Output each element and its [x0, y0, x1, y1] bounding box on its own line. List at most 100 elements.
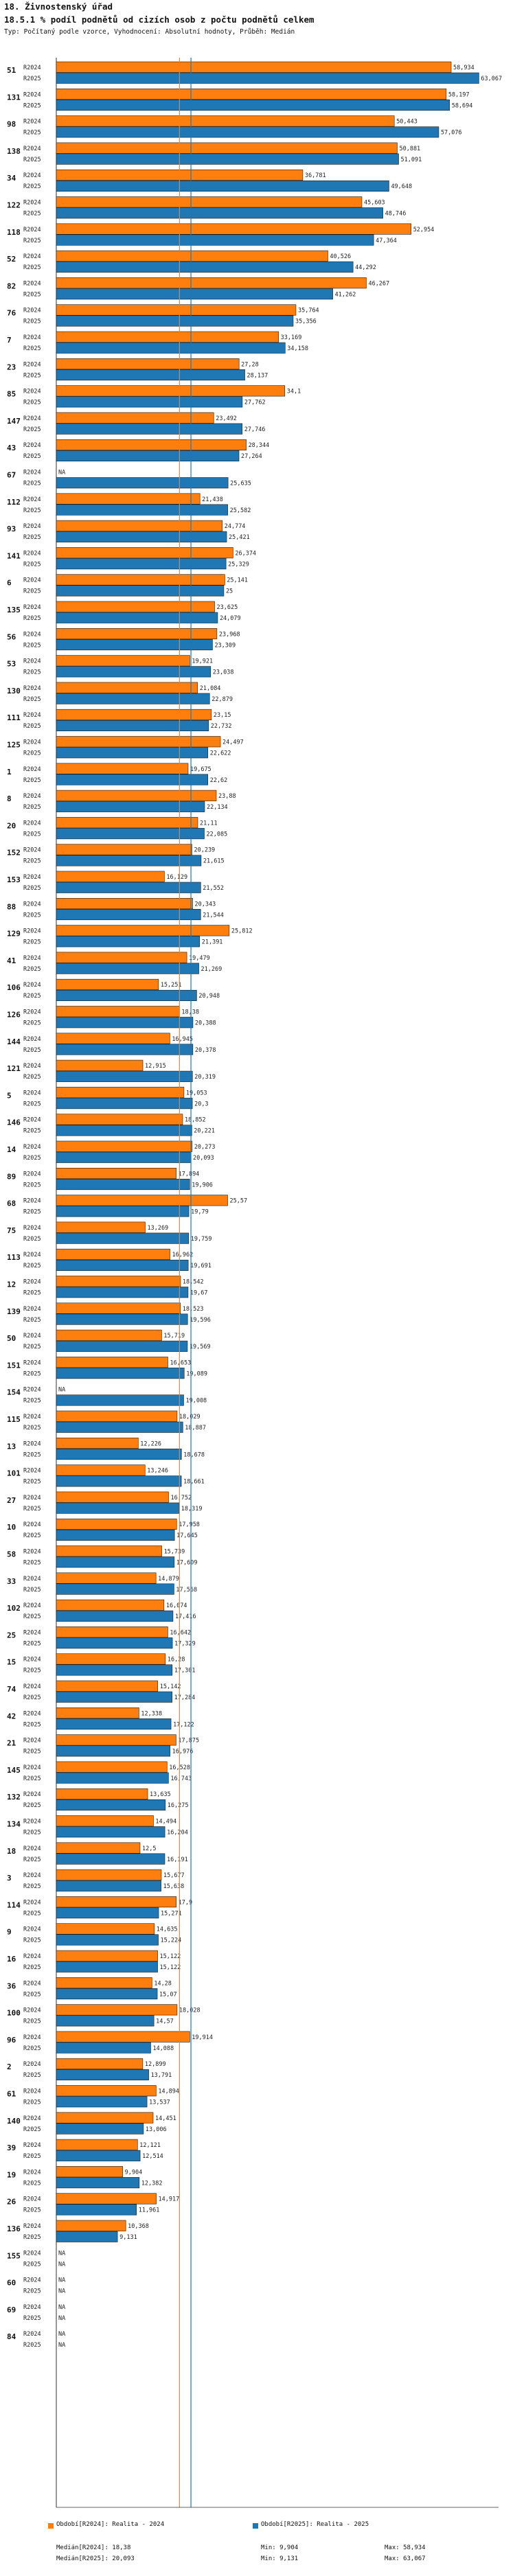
bar-r2025	[56, 1583, 174, 1595]
bar-r2025	[56, 1880, 161, 1891]
bar-r2024	[56, 2031, 190, 2043]
data-label: 9,904	[125, 2169, 143, 2176]
bar-r2024	[56, 1653, 166, 1665]
series-label: R2025	[23, 264, 41, 271]
bar-r2024	[56, 1059, 144, 1071]
data-label: 34,1	[287, 389, 301, 395]
data-label: 17,568	[176, 1587, 197, 1594]
data-label: 20,388	[195, 1020, 216, 1027]
category-label: 112	[7, 498, 21, 507]
data-label: 14,894	[158, 2089, 179, 2095]
series-label: R2025	[23, 2072, 41, 2079]
data-label: 17,122	[173, 1721, 194, 1728]
bar-r2025	[56, 1556, 175, 1568]
data-label: 22,62	[210, 777, 228, 784]
series-label: R2024	[23, 442, 41, 449]
data-label: 20,319	[194, 1074, 216, 1081]
bar-r2024	[56, 2139, 138, 2150]
series-label: R2024	[23, 1036, 41, 1043]
series-label: R2025	[23, 1344, 41, 1350]
category-label: 141	[7, 551, 21, 560]
series-label: R2025	[23, 1721, 41, 1728]
bar-r2024	[56, 223, 412, 235]
data-label: 10,368	[128, 2223, 149, 2230]
bar-r2025	[56, 1259, 189, 1271]
data-label: 19,008	[185, 1398, 207, 1405]
series-label: R2024	[23, 2331, 41, 2338]
bar-r2025	[56, 207, 383, 219]
data-label: 23,309	[214, 642, 236, 649]
bar-r2024	[56, 547, 233, 559]
series-label: R2024	[23, 227, 41, 233]
data-label: 35,356	[295, 319, 317, 325]
bar-r2024	[56, 89, 447, 100]
data-label: 21,438	[202, 496, 223, 503]
series-label: R2024	[23, 1440, 41, 1447]
category-label: 139	[7, 1307, 21, 1316]
category-label: 126	[7, 1011, 21, 1020]
data-label: 16,191	[167, 1856, 188, 1863]
series-label: R2025	[23, 1964, 41, 1971]
series-label: R2024	[23, 308, 41, 314]
bar-r2025	[56, 1853, 165, 1865]
category-label: 147	[7, 417, 21, 426]
data-label: 58,197	[448, 91, 470, 98]
data-label: 34,158	[287, 345, 308, 352]
max-r2024-label: Max: 58,934	[385, 2544, 426, 2551]
series-label: R2025	[23, 1182, 41, 1188]
category-label: 67	[7, 471, 16, 480]
series-label: R2024	[23, 2115, 41, 2122]
data-label: 23,625	[217, 604, 238, 611]
series-label: R2024	[23, 1009, 41, 1016]
category-label: 68	[7, 1199, 16, 1208]
bar-r2024	[56, 709, 212, 720]
series-label: R2024	[23, 415, 41, 422]
bar-r2025	[56, 720, 209, 731]
category-label: 140	[7, 2117, 21, 2126]
series-label: R2025	[23, 2261, 41, 2268]
data-label: 18,523	[183, 1306, 204, 1313]
series-label: R2025	[23, 1236, 41, 1243]
data-label: 24,497	[222, 739, 244, 746]
series-label: R2025	[23, 723, 41, 730]
bar-r2024	[56, 1788, 148, 1799]
category-label: 1	[7, 768, 12, 777]
data-label: 23,15	[214, 712, 231, 719]
bar-r2024	[56, 952, 187, 963]
bar-r2025	[56, 1826, 165, 1838]
series-label: R2025	[23, 76, 41, 82]
series-label: R2024	[23, 91, 41, 98]
data-label: 21,615	[203, 858, 225, 865]
bar-r2025	[56, 2096, 148, 2108]
series-label: R2025	[23, 2100, 41, 2106]
bar-r2024	[56, 1006, 180, 1017]
series-label: R2025	[23, 372, 41, 379]
category-label: 6	[7, 579, 12, 588]
bar-r2024	[56, 520, 223, 531]
bar-r2024	[56, 358, 240, 370]
bar-r2025	[56, 1988, 158, 2000]
bar-r2025	[56, 1421, 183, 1433]
data-label: 50,881	[399, 146, 420, 152]
series-label: R2024	[23, 1252, 41, 1258]
data-label: 25,812	[231, 928, 253, 935]
bar-r2024	[56, 2004, 178, 2016]
bar-r2024	[56, 2166, 123, 2178]
category-label: 125	[7, 741, 21, 750]
category-label: 16	[7, 1955, 16, 1964]
data-label: 25,421	[229, 534, 250, 541]
data-label: 21,544	[203, 912, 224, 919]
series-label: R2025	[23, 777, 41, 784]
series-label: R2024	[23, 1683, 41, 1690]
data-label: 16,743	[170, 1775, 192, 1782]
series-label: R2025	[23, 400, 41, 406]
bar-r2024	[56, 1464, 146, 1476]
series-label: R2024	[23, 2277, 41, 2284]
series-label: R2024	[23, 1359, 41, 1366]
bar-r2025	[56, 369, 245, 381]
data-label: 13,791	[151, 2072, 172, 2079]
bar-r2025	[56, 234, 374, 246]
bar-r2025	[56, 1961, 158, 1973]
bar-r2024	[56, 1842, 141, 1854]
category-label: 76	[7, 309, 16, 318]
